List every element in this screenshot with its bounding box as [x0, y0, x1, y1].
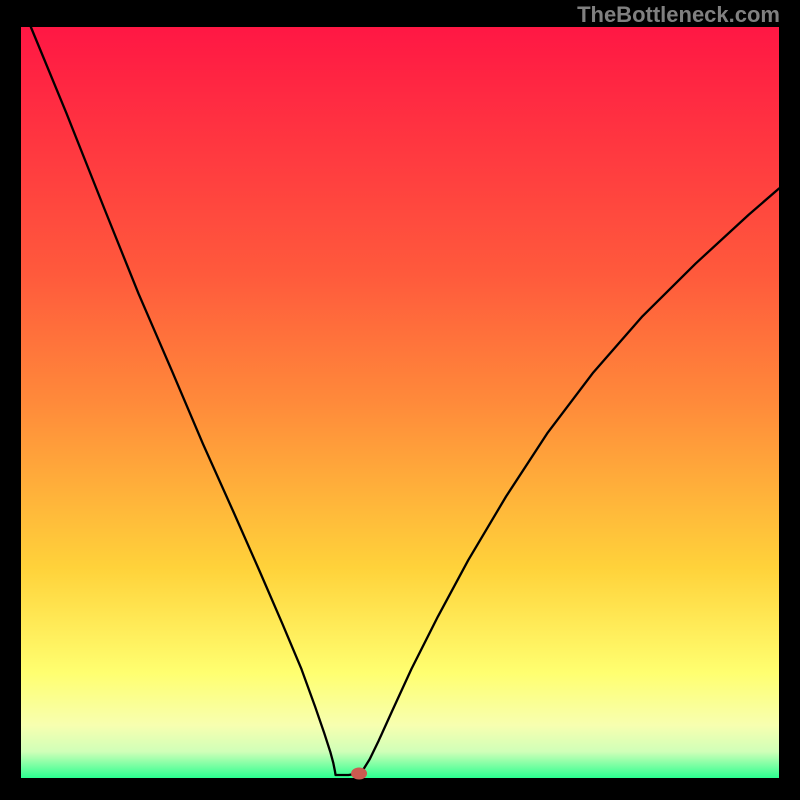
- plot-area: [21, 27, 779, 778]
- chart-frame: TheBottleneck.com: [0, 0, 800, 800]
- watermark: TheBottleneck.com: [577, 2, 780, 28]
